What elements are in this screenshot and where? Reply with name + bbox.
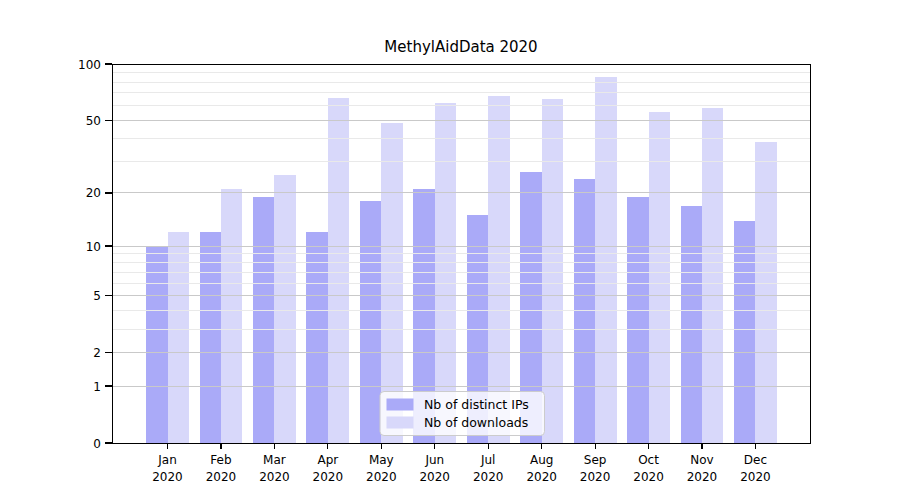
bar-aug-downloads xyxy=(542,99,563,443)
x-tick-label-jul: Jul2020 xyxy=(473,453,504,484)
bar-mar-downloads xyxy=(274,175,295,443)
bars-layer xyxy=(146,77,777,443)
x-tick-label-apr: Apr2020 xyxy=(313,453,344,484)
legend-label-downloads: Nb of downloads xyxy=(424,415,528,430)
bar-mar-distinct-ips xyxy=(253,197,274,443)
chart-title: MethylAidData 2020 xyxy=(384,38,537,56)
y-tick-label-100: 100 xyxy=(78,58,101,72)
legend-swatch-distinct-ips xyxy=(387,399,414,411)
x-tick-label-mar: Mar2020 xyxy=(259,453,290,484)
y-tick-label-2: 2 xyxy=(93,346,101,360)
y-tick-label-50: 50 xyxy=(86,114,101,128)
x-tick-label-dec: Dec2020 xyxy=(740,453,771,484)
bar-apr-downloads xyxy=(328,98,349,443)
bar-dec-downloads xyxy=(755,142,776,443)
x-tick-label-jan: Jan2020 xyxy=(152,453,183,484)
legend: Nb of distinct IPs Nb of downloads xyxy=(380,392,545,436)
bar-apr-distinct-ips xyxy=(306,232,327,443)
figure-canvas: MethylAidData 2020 0 1 2 5 10 20 50 100 Jan2020 F… xyxy=(0,0,900,500)
x-tick-label-aug: Aug2020 xyxy=(526,453,557,484)
bar-oct-downloads xyxy=(649,112,670,443)
y-tick-label-5: 5 xyxy=(93,289,101,303)
x-tick-label-nov: Nov2020 xyxy=(687,453,718,484)
x-tick-label-feb: Feb2020 xyxy=(206,453,237,484)
bar-feb-distinct-ips xyxy=(200,232,221,443)
y-tick-label-10: 10 xyxy=(86,240,101,254)
bar-nov-downloads xyxy=(702,108,723,443)
x-tick-label-jun: Jun2020 xyxy=(419,453,450,484)
y-tick-label-20: 20 xyxy=(86,186,101,200)
y-tick-label-1: 1 xyxy=(93,380,101,394)
y-tick-label-0: 0 xyxy=(93,437,101,451)
x-tick-label-may: May2020 xyxy=(366,453,397,484)
bar-jan-distinct-ips xyxy=(146,246,167,443)
bar-nov-distinct-ips xyxy=(681,206,702,443)
bar-may-distinct-ips xyxy=(360,201,381,443)
bar-chart: MethylAidData 2020 0 1 2 5 10 20 50 100 Jan2020 F… xyxy=(0,0,900,500)
bar-feb-downloads xyxy=(221,189,242,443)
x-tick-label-oct: Oct2020 xyxy=(633,453,664,484)
bar-jan-downloads xyxy=(168,232,189,443)
bar-oct-distinct-ips xyxy=(627,197,648,443)
x-tick-label-sep: Sep2020 xyxy=(580,453,611,484)
legend-swatch-downloads xyxy=(387,417,414,429)
legend-label-distinct-ips: Nb of distinct IPs xyxy=(424,397,529,412)
bar-sep-downloads xyxy=(595,77,616,443)
